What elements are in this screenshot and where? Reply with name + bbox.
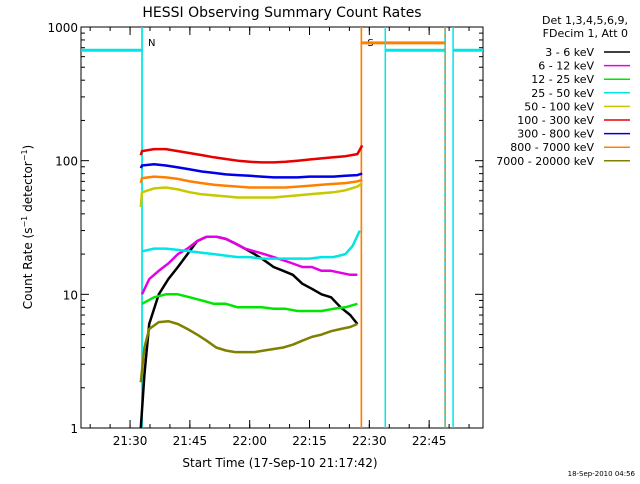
legend-header-2: FDecim 1, Att 0 [543, 27, 628, 40]
y-tick-label: 1 [70, 422, 78, 436]
legend-label: 12 - 25 keV [531, 73, 594, 86]
x-axis-label: Start Time (17-Sep-10 21:17:42) [182, 456, 377, 470]
legend-label: 6 - 12 keV [538, 60, 594, 73]
series-line [140, 235, 358, 295]
y-tick-label: 100 [55, 155, 78, 169]
y-label-sup1: −1 [20, 216, 29, 228]
x-tick-label: 21:45 [173, 434, 208, 448]
legend-label: 50 - 100 keV [524, 100, 594, 113]
x-tick-label: 22:30 [352, 434, 387, 448]
chart-title: HESSI Observing Summary Count Rates [142, 5, 421, 21]
ticks-layer: 21:30 21:45 22:00 22:15 22:30 22:45 1 10 100 1000 [47, 21, 483, 448]
y-label-end: ) [21, 145, 35, 150]
y-axis-label: Count Rate (s−1 detector−1) [20, 145, 35, 309]
annotation-label: N [148, 38, 155, 49]
x-tick-label: 21:30 [113, 434, 148, 448]
legend-label: 7000 - 20000 keV [496, 155, 594, 168]
legend-label: 800 - 7000 keV [510, 141, 594, 154]
y-label-mid: detector [21, 161, 35, 216]
series-line [139, 182, 363, 208]
x-tick-label: 22:45 [412, 434, 447, 448]
legend-label: 100 - 300 keV [517, 114, 594, 127]
legend-label: 3 - 6 keV [545, 46, 594, 59]
series-layer [139, 144, 364, 429]
y-label-main: Count Rate (s [21, 228, 35, 310]
series-line [139, 144, 364, 164]
series-line [139, 319, 358, 383]
legend-label: 25 - 50 keV [531, 87, 594, 100]
legend-label: 300 - 800 keV [517, 128, 594, 141]
plot-frame [80, 26, 484, 429]
x-tick-label: 22:00 [232, 434, 267, 448]
x-tick-label: 22:15 [292, 434, 327, 448]
series-line [139, 163, 363, 179]
series-line [139, 175, 363, 189]
y-label-sup2: −1 [20, 149, 29, 161]
timestamp: 18-Sep-2010 04:56 [568, 470, 636, 478]
series-line [141, 230, 361, 260]
series-line [141, 293, 358, 313]
y-tick-label: 10 [63, 288, 78, 302]
legend-header-1: Det 1,3,4,5,6,9, [542, 14, 628, 27]
y-tick-label: 1000 [47, 21, 78, 35]
